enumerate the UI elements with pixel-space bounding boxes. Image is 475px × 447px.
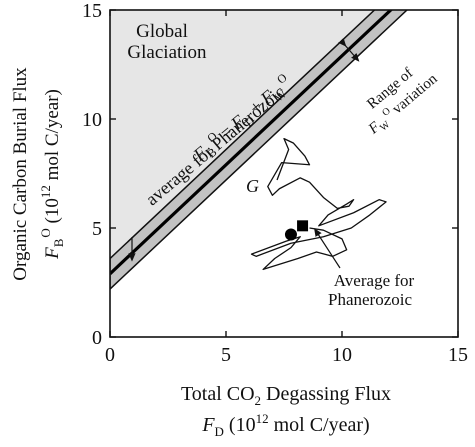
xlabel-line1-post: Degassing Flux <box>261 383 391 405</box>
ylabel-symsup: O <box>38 228 53 237</box>
glaciation-region <box>110 10 458 259</box>
g-label: G <box>246 176 259 196</box>
equation-label: FBO = FD + FWO <box>187 70 297 168</box>
ylabel-sym: F <box>42 247 63 260</box>
ylabel-line2-post: mol C/year) <box>42 89 63 185</box>
ylabel-symsub: B <box>51 238 66 247</box>
ylabel-line2-pre: (10 <box>42 198 63 228</box>
x-tick-label: 15 <box>448 344 468 366</box>
x-axis-title-line1: Total CO2 Degassing Flux <box>181 383 391 408</box>
range-label: Range of FWOvariation <box>364 65 441 138</box>
range-arrow <box>338 38 360 62</box>
x-axis: 0 5 10 15 <box>105 10 468 366</box>
xlabel-line2-post: mol C/year) <box>269 414 370 436</box>
svg-text:FBO = FD + FWO: FBO = FD + FWO <box>187 70 297 168</box>
xlabel-line1-pre: Total CO <box>181 383 255 405</box>
average-marker-square <box>297 220 309 232</box>
plot-frame <box>109 9 459 338</box>
region-label-line2: Glaciation <box>127 42 207 63</box>
trajectory-line <box>250 137 387 271</box>
average-label-line1: Average for <box>334 271 415 290</box>
x-tick-label: 10 <box>332 344 352 366</box>
region-label-line1: Global <box>136 21 188 42</box>
y-axis-title-line1: Organic Carbon Burial Flux <box>10 67 31 281</box>
average-label-arrow <box>314 227 341 269</box>
x-tick-label: 0 <box>105 344 115 366</box>
y-axis: 0 5 10 15 <box>82 0 458 349</box>
xlabel-sym: F <box>201 414 215 436</box>
average-line <box>110 10 394 275</box>
y-tick-label: 10 <box>82 109 102 131</box>
x-axis-title-line2: FD (1012 mol C/year) <box>201 411 369 439</box>
ylabel-line2-sup: 12 <box>38 185 53 198</box>
xlabel-line1-sub: 2 <box>255 393 262 408</box>
x-tick-label: 5 <box>221 344 231 366</box>
xlabel-symsub: D <box>215 424 224 439</box>
average-label-line2: Phanerozoic <box>328 290 412 309</box>
y-axis-title-line2: FBO (1012 mol C/year) <box>38 89 66 260</box>
y-tick-label: 15 <box>82 0 102 22</box>
y-tick-label: 5 <box>92 218 102 240</box>
xlabel-line2-sup: 12 <box>256 411 269 426</box>
y-tick-label: 0 <box>92 327 102 349</box>
average-marker-circle <box>284 228 297 241</box>
xlabel-line2-pre: (10 <box>224 414 256 436</box>
